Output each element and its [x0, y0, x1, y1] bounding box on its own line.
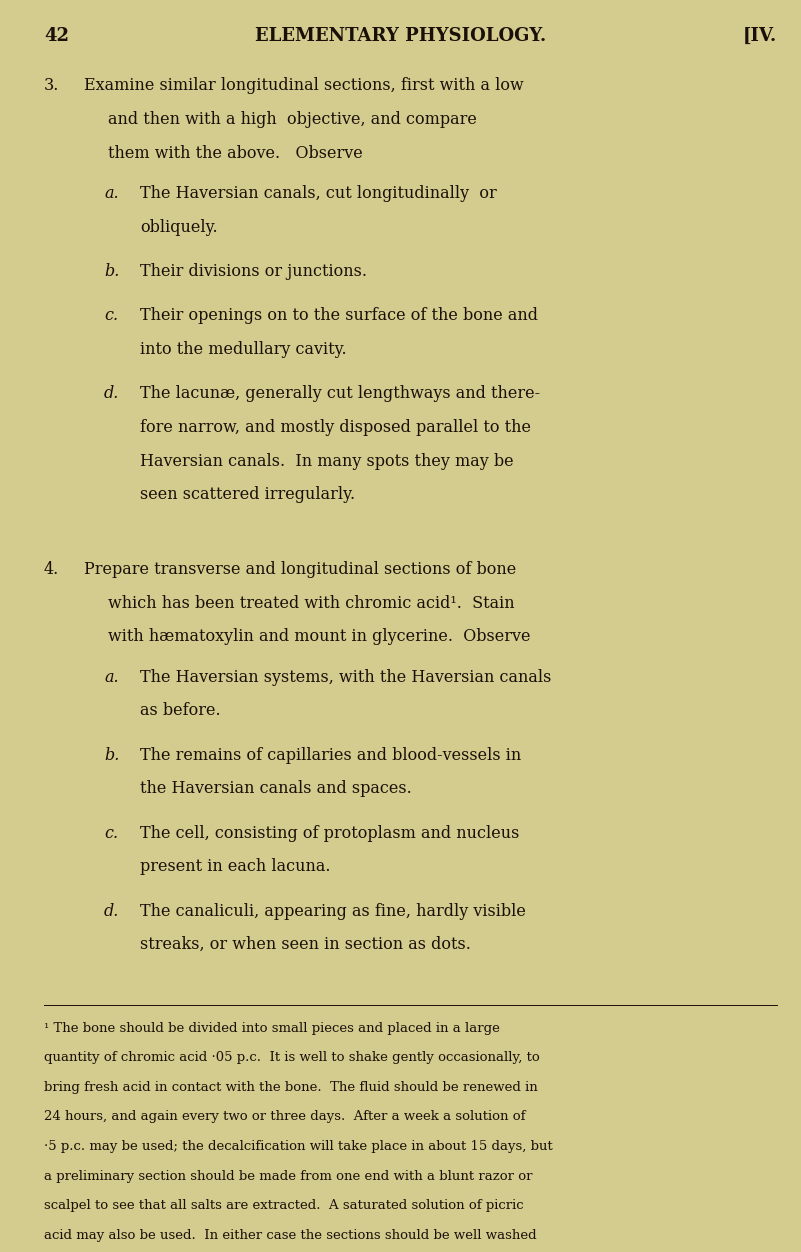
- Text: [IV.: [IV.: [743, 28, 777, 45]
- Text: quantity of chromic acid ·05 p.c.  It is well to shake gently occasionally, to: quantity of chromic acid ·05 p.c. It is …: [44, 1052, 540, 1064]
- Text: d.: d.: [104, 903, 119, 920]
- Text: ¹ The bone should be divided into small pieces and placed in a large: ¹ The bone should be divided into small …: [44, 1022, 500, 1034]
- Text: which has been treated with chromic acid¹.  Stain: which has been treated with chromic acid…: [108, 595, 515, 612]
- Text: scalpel to see that all salts are extracted.  A saturated solution of picric: scalpel to see that all salts are extrac…: [44, 1199, 524, 1212]
- Text: c.: c.: [104, 825, 119, 841]
- Text: with hæmatoxylin and mount in glycerine.  Observe: with hæmatoxylin and mount in glycerine.…: [108, 629, 530, 645]
- Text: the Haversian canals and spaces.: the Haversian canals and spaces.: [140, 780, 412, 798]
- Text: present in each lacuna.: present in each lacuna.: [140, 858, 331, 875]
- Text: The Haversian systems, with the Haversian canals: The Haversian systems, with the Haversia…: [140, 669, 552, 686]
- Text: The Haversian canals, cut longitudinally  or: The Haversian canals, cut longitudinally…: [140, 185, 497, 202]
- Text: them with the above.   Observe: them with the above. Observe: [108, 145, 363, 162]
- Text: Haversian canals.  In many spots they may be: Haversian canals. In many spots they may…: [140, 453, 513, 470]
- Text: ·5 p.c. may be used; the decalcification will take place in about 15 days, but: ·5 p.c. may be used; the decalcification…: [44, 1141, 553, 1153]
- Text: fore narrow, and mostly disposed parallel to the: fore narrow, and mostly disposed paralle…: [140, 419, 531, 436]
- Text: The canaliculi, appearing as fine, hardly visible: The canaliculi, appearing as fine, hardl…: [140, 903, 526, 920]
- Text: streaks, or when seen in section as dots.: streaks, or when seen in section as dots…: [140, 936, 471, 953]
- Text: acid may also be used.  In either case the sections should be well washed: acid may also be used. In either case th…: [44, 1228, 537, 1242]
- Text: 24 hours, and again every two or three days.  After a week a solution of: 24 hours, and again every two or three d…: [44, 1111, 525, 1123]
- Text: b.: b.: [104, 263, 119, 280]
- Text: Their divisions or junctions.: Their divisions or junctions.: [140, 263, 367, 280]
- Text: ELEMENTARY PHYSIOLOGY.: ELEMENTARY PHYSIOLOGY.: [255, 28, 546, 45]
- Text: and then with a high  objective, and compare: and then with a high objective, and comp…: [108, 111, 477, 128]
- Text: The lacunæ, generally cut lengthways and there-: The lacunæ, generally cut lengthways and…: [140, 386, 541, 402]
- Text: b.: b.: [104, 746, 119, 764]
- Text: The remains of capillaries and blood-vessels in: The remains of capillaries and blood-ves…: [140, 746, 521, 764]
- Text: Examine similar longitudinal sections, first with a low: Examine similar longitudinal sections, f…: [84, 78, 524, 94]
- Text: Their openings on to the surface of the bone and: Their openings on to the surface of the …: [140, 308, 538, 324]
- Text: into the medullary cavity.: into the medullary cavity.: [140, 341, 347, 358]
- Text: obliquely.: obliquely.: [140, 219, 218, 235]
- Text: The cell, consisting of protoplasm and nucleus: The cell, consisting of protoplasm and n…: [140, 825, 520, 841]
- Text: a.: a.: [104, 185, 119, 202]
- Text: Prepare transverse and longitudinal sections of bone: Prepare transverse and longitudinal sect…: [84, 561, 517, 578]
- Text: 42: 42: [44, 28, 69, 45]
- Text: as before.: as before.: [140, 702, 221, 719]
- Text: c.: c.: [104, 308, 119, 324]
- Text: d.: d.: [104, 386, 119, 402]
- Text: 4.: 4.: [44, 561, 59, 578]
- Text: 3.: 3.: [44, 78, 59, 94]
- Text: a.: a.: [104, 669, 119, 686]
- Text: bring fresh acid in contact with the bone.  The fluid should be renewed in: bring fresh acid in contact with the bon…: [44, 1080, 537, 1094]
- Text: seen scattered irregularly.: seen scattered irregularly.: [140, 486, 356, 503]
- Text: a preliminary section should be made from one end with a blunt razor or: a preliminary section should be made fro…: [44, 1169, 533, 1183]
